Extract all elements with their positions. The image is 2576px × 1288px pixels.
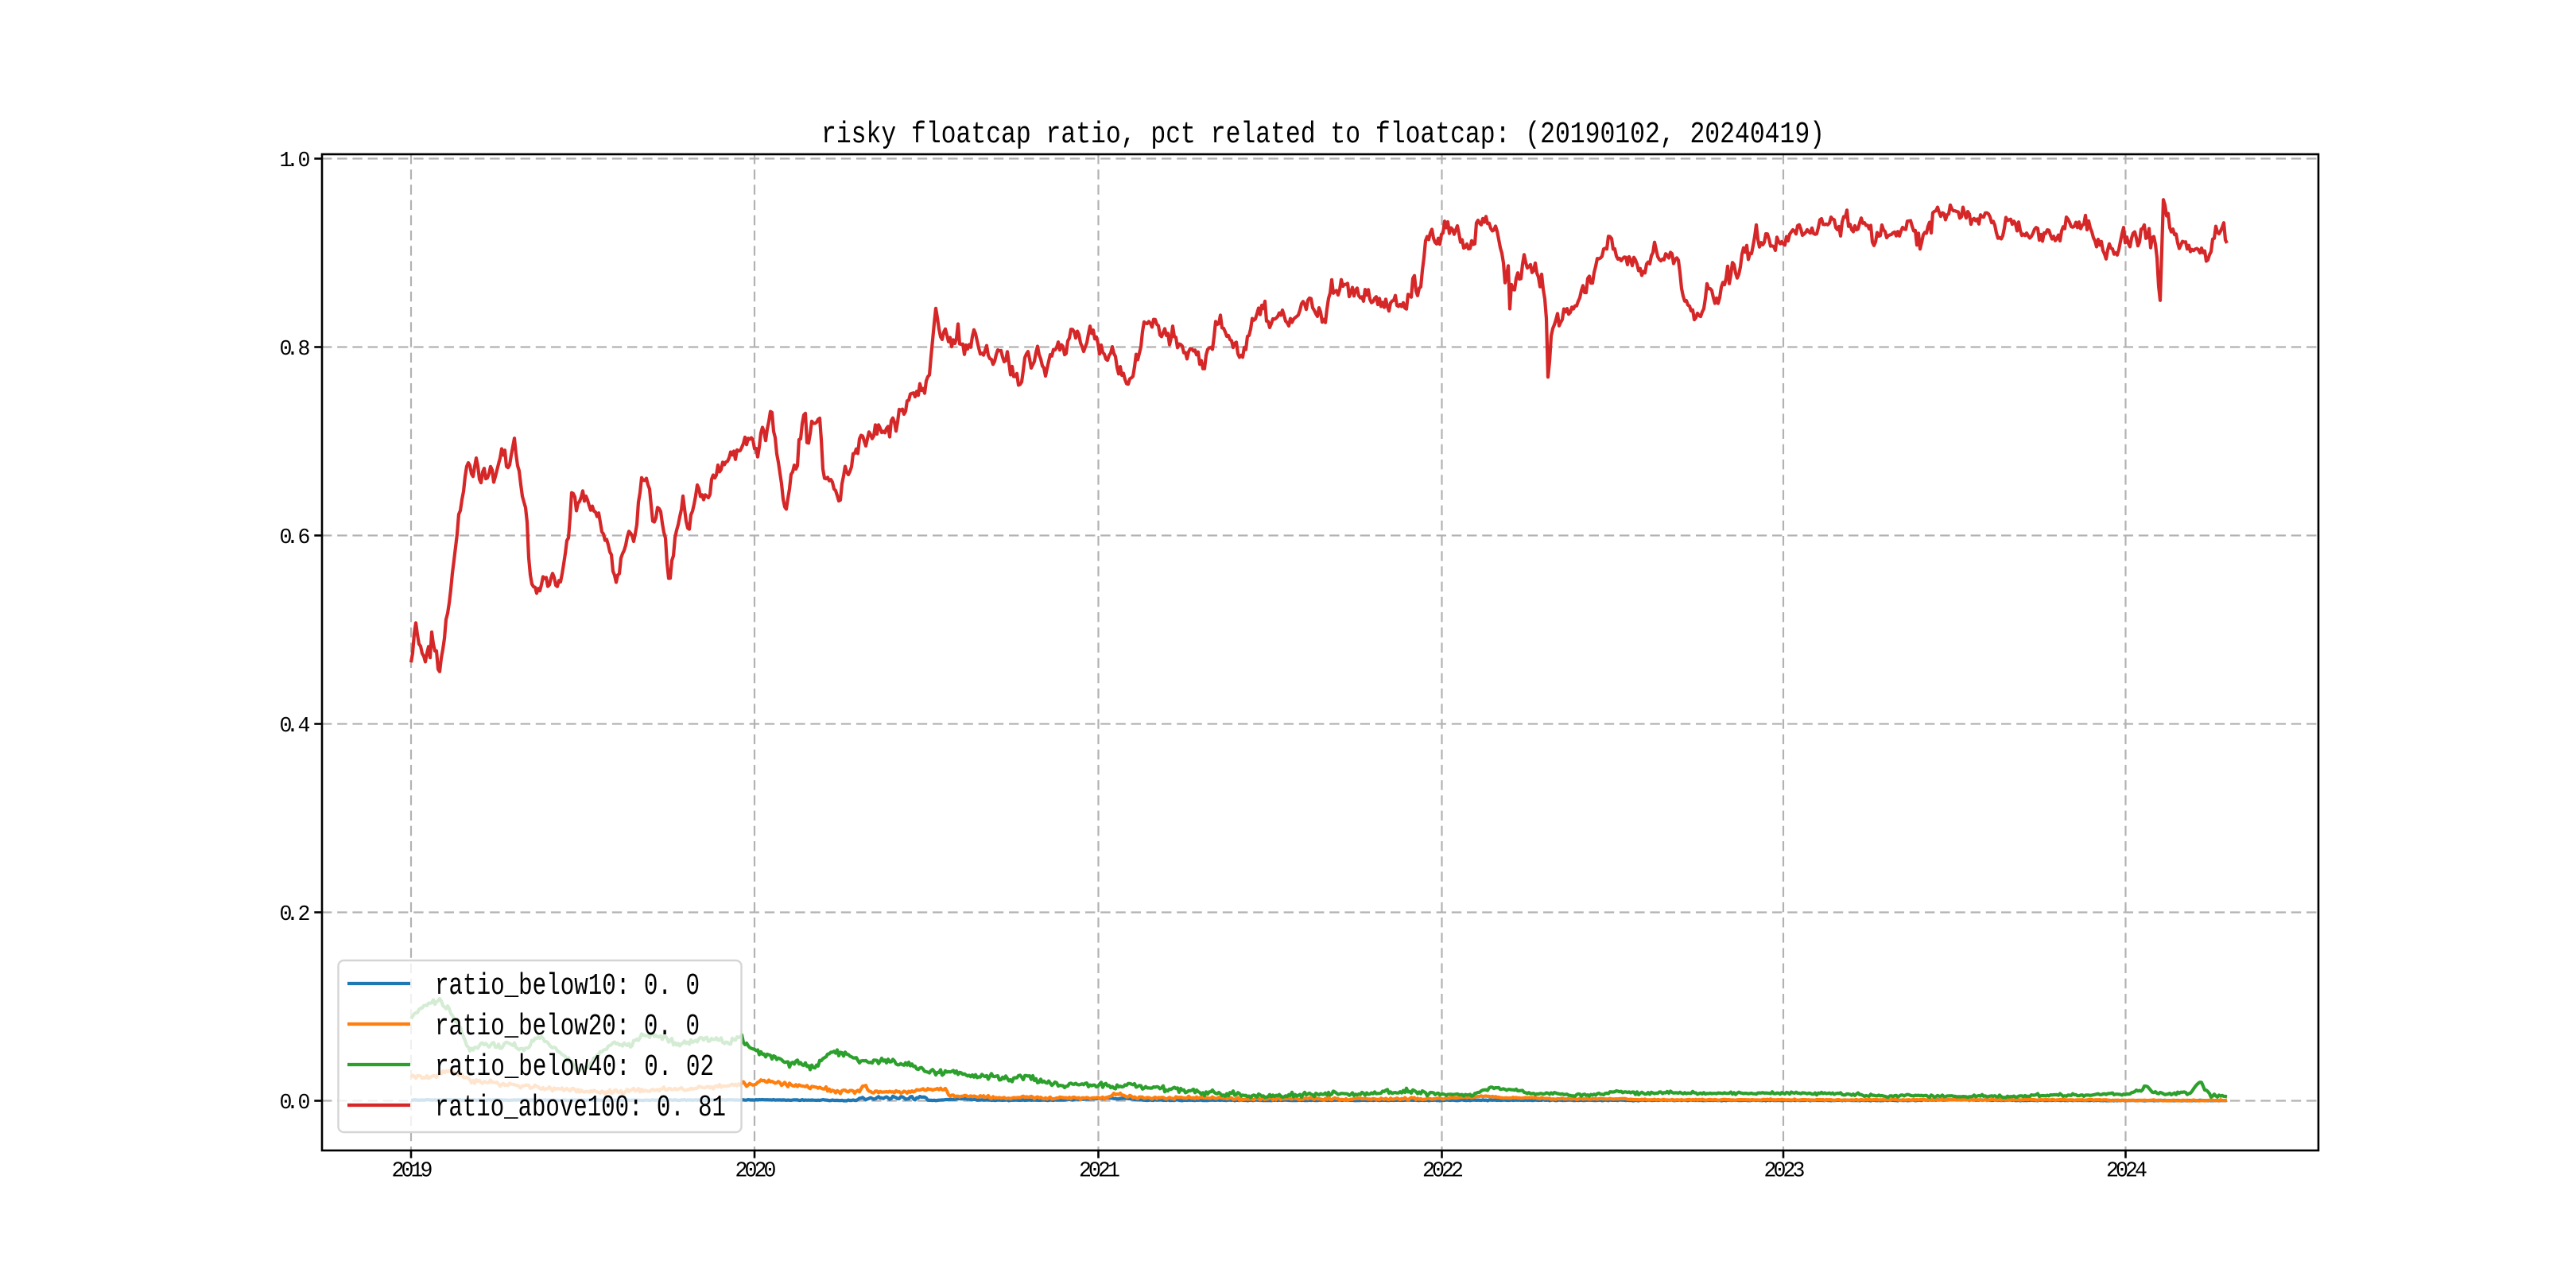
svg-text:0.8: 0.8 (280, 337, 311, 361)
svg-text:0.6: 0.6 (280, 526, 311, 549)
svg-text:1.0: 1.0 (280, 149, 311, 173)
svg-text:2023: 2023 (1764, 1159, 1806, 1183)
svg-text:ratio_above100: 0. 81: ratio_above100: 0. 81 (435, 1091, 726, 1125)
svg-text:2019: 2019 (392, 1159, 433, 1183)
svg-text:0.4: 0.4 (280, 714, 311, 738)
svg-text:2024: 2024 (2106, 1159, 2147, 1183)
svg-text:2021: 2021 (1079, 1159, 1120, 1183)
svg-text:0.0: 0.0 (280, 1091, 311, 1115)
svg-text:0.2: 0.2 (280, 902, 311, 926)
svg-text:ratio_below20: 0. 0: ratio_below20: 0. 0 (435, 1010, 700, 1044)
svg-text:risky floatcap ratio, pct rela: risky floatcap ratio, pct related to flo… (821, 118, 1825, 152)
svg-text:2022: 2022 (1422, 1159, 1464, 1183)
svg-text:ratio_below10: 0. 0: ratio_below10: 0. 0 (435, 969, 700, 1003)
svg-text:2020: 2020 (735, 1159, 777, 1183)
svg-text:ratio_below40: 0. 02: ratio_below40: 0. 02 (435, 1050, 714, 1084)
